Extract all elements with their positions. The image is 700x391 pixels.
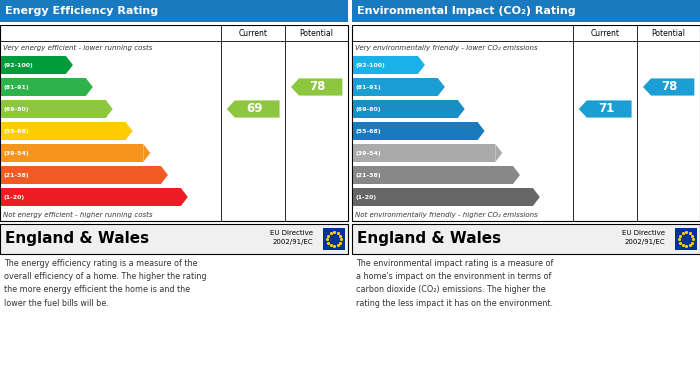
Text: (1-20): (1-20)	[356, 194, 377, 199]
Bar	[1, 166, 161, 184]
Text: A: A	[426, 59, 435, 72]
Text: D: D	[134, 124, 143, 138]
Text: (1-20): (1-20)	[4, 194, 25, 199]
Bar	[353, 144, 496, 162]
Polygon shape	[86, 78, 93, 96]
Bar	[0, 25, 348, 221]
Text: G: G	[541, 190, 551, 203]
Polygon shape	[533, 188, 540, 206]
Text: EU Directive
2002/91/EC: EU Directive 2002/91/EC	[622, 230, 665, 245]
Bar	[1, 122, 125, 140]
Text: (92-100): (92-100)	[356, 63, 386, 68]
Text: (21-38): (21-38)	[356, 172, 382, 178]
Bar	[352, 25, 700, 221]
Text: D: D	[486, 124, 496, 138]
Text: C: C	[466, 102, 475, 115]
Polygon shape	[458, 100, 465, 118]
Text: F: F	[169, 169, 177, 181]
Text: (69-80): (69-80)	[356, 106, 382, 111]
Polygon shape	[181, 188, 188, 206]
Text: (21-38): (21-38)	[4, 172, 29, 178]
Bar	[0, 0, 348, 22]
Text: EU Directive
2002/91/EC: EU Directive 2002/91/EC	[270, 230, 313, 245]
Bar	[353, 166, 513, 184]
Text: Very energy efficient - lower running costs: Very energy efficient - lower running co…	[3, 45, 153, 50]
Text: 78: 78	[309, 81, 326, 93]
Text: F: F	[521, 169, 529, 181]
Polygon shape	[161, 166, 168, 184]
Text: Energy Efficiency Rating: Energy Efficiency Rating	[5, 6, 158, 16]
Text: England & Wales: England & Wales	[357, 231, 501, 246]
Text: Potential: Potential	[652, 29, 686, 38]
Text: (55-68): (55-68)	[4, 129, 29, 133]
Text: (69-80): (69-80)	[4, 106, 29, 111]
Text: B: B	[94, 81, 104, 93]
Polygon shape	[438, 78, 444, 96]
Bar	[1, 78, 86, 96]
Text: E: E	[151, 147, 160, 160]
Text: B: B	[446, 81, 455, 93]
Text: (55-68): (55-68)	[356, 129, 382, 133]
Text: Environmental Impact (CO₂) Rating: Environmental Impact (CO₂) Rating	[357, 6, 575, 16]
Polygon shape	[106, 100, 113, 118]
Text: The energy efficiency rating is a measure of the
overall efficiency of a home. T: The energy efficiency rating is a measur…	[4, 259, 206, 308]
Text: G: G	[189, 190, 199, 203]
Bar	[353, 100, 458, 118]
Bar	[353, 188, 533, 206]
Text: (39-54): (39-54)	[356, 151, 382, 156]
Polygon shape	[643, 79, 694, 95]
Text: Not energy efficient - higher running costs: Not energy efficient - higher running co…	[3, 212, 153, 217]
Polygon shape	[477, 122, 484, 140]
Bar	[1, 100, 106, 118]
Bar	[0, 224, 348, 254]
Polygon shape	[579, 100, 631, 118]
Text: 71: 71	[598, 102, 615, 115]
Text: England & Wales: England & Wales	[5, 231, 149, 246]
Text: E: E	[503, 147, 512, 160]
Bar	[675, 228, 697, 250]
Text: A: A	[74, 59, 83, 72]
Bar	[352, 224, 700, 254]
Polygon shape	[227, 100, 279, 118]
Polygon shape	[513, 166, 520, 184]
Bar	[323, 228, 345, 250]
Text: C: C	[113, 102, 122, 115]
Bar	[1, 188, 181, 206]
Polygon shape	[125, 122, 132, 140]
Text: Current: Current	[239, 29, 267, 38]
Text: Current: Current	[591, 29, 620, 38]
Bar	[353, 122, 477, 140]
Bar	[1, 144, 143, 162]
Polygon shape	[418, 56, 425, 74]
Text: (92-100): (92-100)	[4, 63, 34, 68]
Bar	[352, 22, 700, 25]
Text: (39-54): (39-54)	[4, 151, 29, 156]
Polygon shape	[144, 144, 150, 162]
Text: Very environmentally friendly - lower CO₂ emissions: Very environmentally friendly - lower CO…	[355, 45, 538, 50]
Polygon shape	[291, 79, 342, 95]
Bar	[353, 78, 438, 96]
Text: Not environmentally friendly - higher CO₂ emissions: Not environmentally friendly - higher CO…	[355, 212, 538, 217]
Bar	[0, 22, 348, 25]
Text: 78: 78	[662, 81, 678, 93]
Text: (81-91): (81-91)	[356, 84, 382, 90]
Text: Potential: Potential	[300, 29, 334, 38]
Polygon shape	[496, 144, 503, 162]
Text: (81-91): (81-91)	[4, 84, 29, 90]
Text: 69: 69	[246, 102, 262, 115]
Text: The environmental impact rating is a measure of
a home's impact on the environme: The environmental impact rating is a mea…	[356, 259, 554, 308]
Bar	[1, 56, 66, 74]
Polygon shape	[66, 56, 73, 74]
Bar	[352, 0, 700, 22]
Bar	[353, 56, 418, 74]
